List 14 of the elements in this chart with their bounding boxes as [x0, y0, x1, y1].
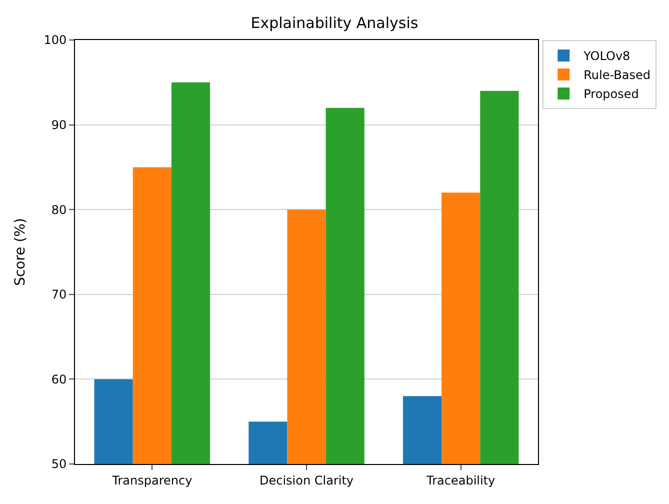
legend-label: Proposed — [584, 87, 639, 102]
y-axis-title: Score (%) — [12, 218, 28, 286]
legend-label: Rule-Based — [584, 68, 651, 82]
chart-title: Explainability Analysis — [250, 14, 418, 32]
y-tick-label: 50 — [51, 457, 67, 472]
x-tick-label: Transparency — [111, 473, 192, 488]
y-tick-label: 70 — [51, 288, 67, 302]
x-tick-label: Decision Clarity — [259, 473, 354, 488]
y-tick-label: 90 — [51, 118, 67, 132]
y-tick-label: 60 — [51, 372, 67, 386]
y-tick-label: 80 — [51, 202, 67, 217]
legend-label: YOLOv8 — [582, 49, 630, 64]
x-tick-label: Traceability — [426, 473, 496, 488]
y-tick-label: 100 — [44, 33, 67, 48]
